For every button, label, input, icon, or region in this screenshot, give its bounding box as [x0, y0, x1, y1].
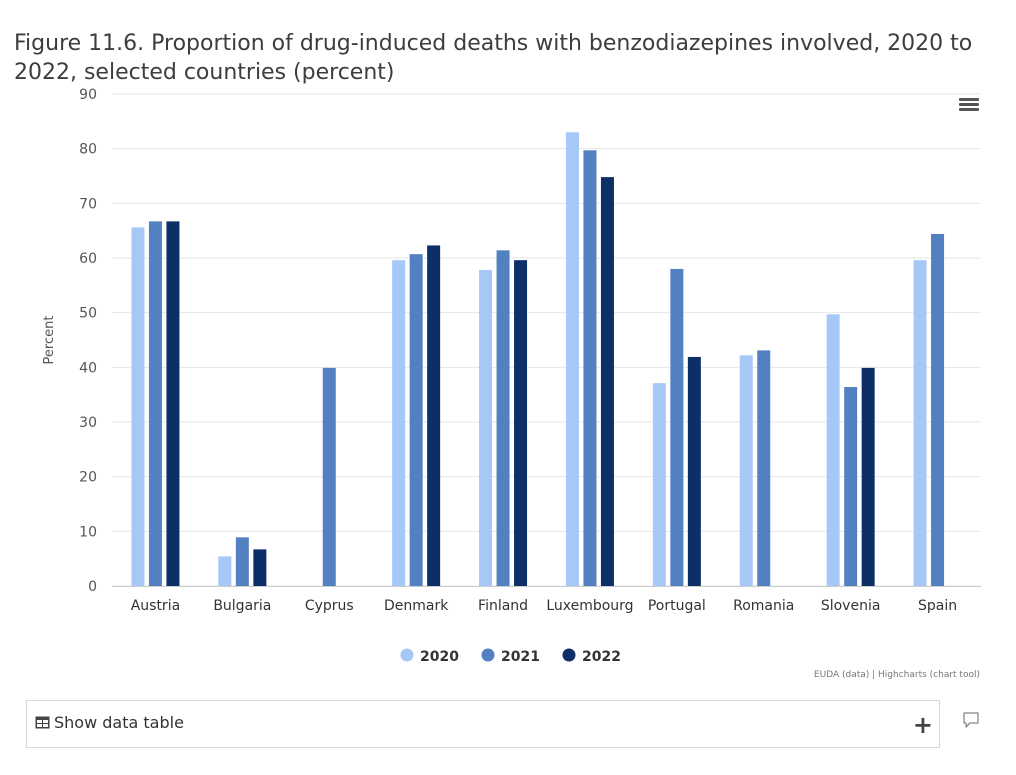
- bar-austria-2021[interactable]: [148, 221, 162, 586]
- x-tick-label: Luxembourg: [546, 598, 633, 614]
- bar-bulgaria-2020[interactable]: [218, 556, 232, 586]
- plus-icon: +: [912, 711, 933, 739]
- y-tick-label: 40: [79, 360, 97, 376]
- legend-item-2020[interactable]: 2020: [400, 648, 460, 666]
- y-tick-label: 0: [88, 579, 97, 595]
- bar-portugal-2020[interactable]: [652, 383, 666, 586]
- bar-slovenia-2022[interactable]: [861, 367, 875, 586]
- bar-finland-2022[interactable]: [514, 260, 528, 586]
- bar-romania-2021[interactable]: [757, 350, 771, 586]
- bar-denmark-2021[interactable]: [409, 254, 423, 586]
- y-axis: 0 10 20 30 40 50 60 70 80 90: [79, 87, 97, 595]
- y-tick-label: 10: [79, 524, 97, 540]
- x-tick-label: Slovenia: [821, 598, 881, 614]
- y-tick-label: 60: [79, 251, 97, 267]
- legend-item-2022[interactable]: 2022: [562, 648, 621, 666]
- x-tick-label: Spain: [918, 598, 957, 614]
- y-axis-title: Percent: [42, 316, 57, 365]
- bar-romania-2020[interactable]: [739, 355, 753, 586]
- legend-item-2021[interactable]: 2021: [481, 648, 540, 666]
- hamburger-menu-icon: [959, 98, 979, 101]
- legend: 2020 2021 2022: [400, 648, 621, 666]
- x-tick-label: Denmark: [384, 598, 449, 614]
- x-tick-label: Bulgaria: [213, 598, 271, 614]
- legend-marker: [562, 648, 576, 662]
- bar-finland-2021[interactable]: [496, 250, 510, 586]
- x-tick-label: Portugal: [648, 598, 706, 614]
- x-tick-label: Finland: [478, 598, 528, 614]
- hamburger-line: [959, 108, 979, 111]
- bars: [131, 132, 945, 587]
- x-tick-label: Austria: [131, 598, 180, 614]
- legend-label: 2020: [420, 649, 459, 665]
- comment-icon[interactable]: [962, 711, 980, 729]
- bar-portugal-2022[interactable]: [687, 356, 701, 586]
- bar-luxembourg-2022[interactable]: [600, 177, 614, 587]
- x-axis: Austria Bulgaria Cyprus Denmark Finland Luxem…: [131, 598, 957, 614]
- chart-credits[interactable]: EUDA (data) | Highcharts (chart tool): [813, 670, 980, 680]
- chart-menu-button[interactable]: [959, 98, 979, 114]
- bar-cyprus-2021[interactable]: [322, 367, 336, 586]
- hamburger-line: [959, 103, 979, 106]
- table-icon: [35, 716, 50, 729]
- bar-slovenia-2020[interactable]: [826, 314, 840, 586]
- bar-spain-2021[interactable]: [931, 233, 945, 587]
- bar-denmark-2020[interactable]: [392, 260, 406, 586]
- legend-marker: [481, 648, 495, 662]
- bar-bulgaria-2022[interactable]: [253, 549, 267, 586]
- bar-bulgaria-2021[interactable]: [235, 537, 249, 586]
- bar-luxembourg-2021[interactable]: [583, 150, 597, 586]
- legend-label: 2021: [501, 649, 540, 665]
- bar-luxembourg-2020[interactable]: [565, 132, 579, 586]
- legend-label: 2022: [582, 649, 621, 665]
- show-data-table-button[interactable]: Show data table +: [26, 700, 940, 748]
- y-tick-label: 20: [79, 470, 97, 486]
- bar-finland-2020[interactable]: [479, 270, 493, 586]
- bar-portugal-2021[interactable]: [670, 268, 684, 586]
- bar-denmark-2022[interactable]: [427, 245, 441, 586]
- bar-spain-2020[interactable]: [913, 260, 927, 586]
- y-tick-label: 30: [79, 415, 97, 431]
- y-tick-label: 80: [79, 142, 97, 158]
- y-tick-label: 50: [79, 306, 97, 322]
- x-tick-label: Romania: [733, 598, 794, 614]
- show-data-table-label: Show data table: [54, 713, 184, 732]
- y-tick-label: 70: [79, 196, 97, 212]
- x-tick-label: Cyprus: [305, 598, 354, 614]
- bar-austria-2022[interactable]: [166, 221, 180, 586]
- legend-marker: [400, 648, 414, 662]
- chart-title: Figure 11.6. Proportion of drug-induced …: [14, 30, 973, 85]
- bar-slovenia-2021[interactable]: [844, 387, 858, 586]
- bar-chart: 0 10 20 30 40 50 60 70 80 90 Percent Austria Bulga…: [42, 87, 981, 666]
- bar-austria-2020[interactable]: [131, 227, 145, 587]
- y-tick-label: 90: [79, 87, 97, 103]
